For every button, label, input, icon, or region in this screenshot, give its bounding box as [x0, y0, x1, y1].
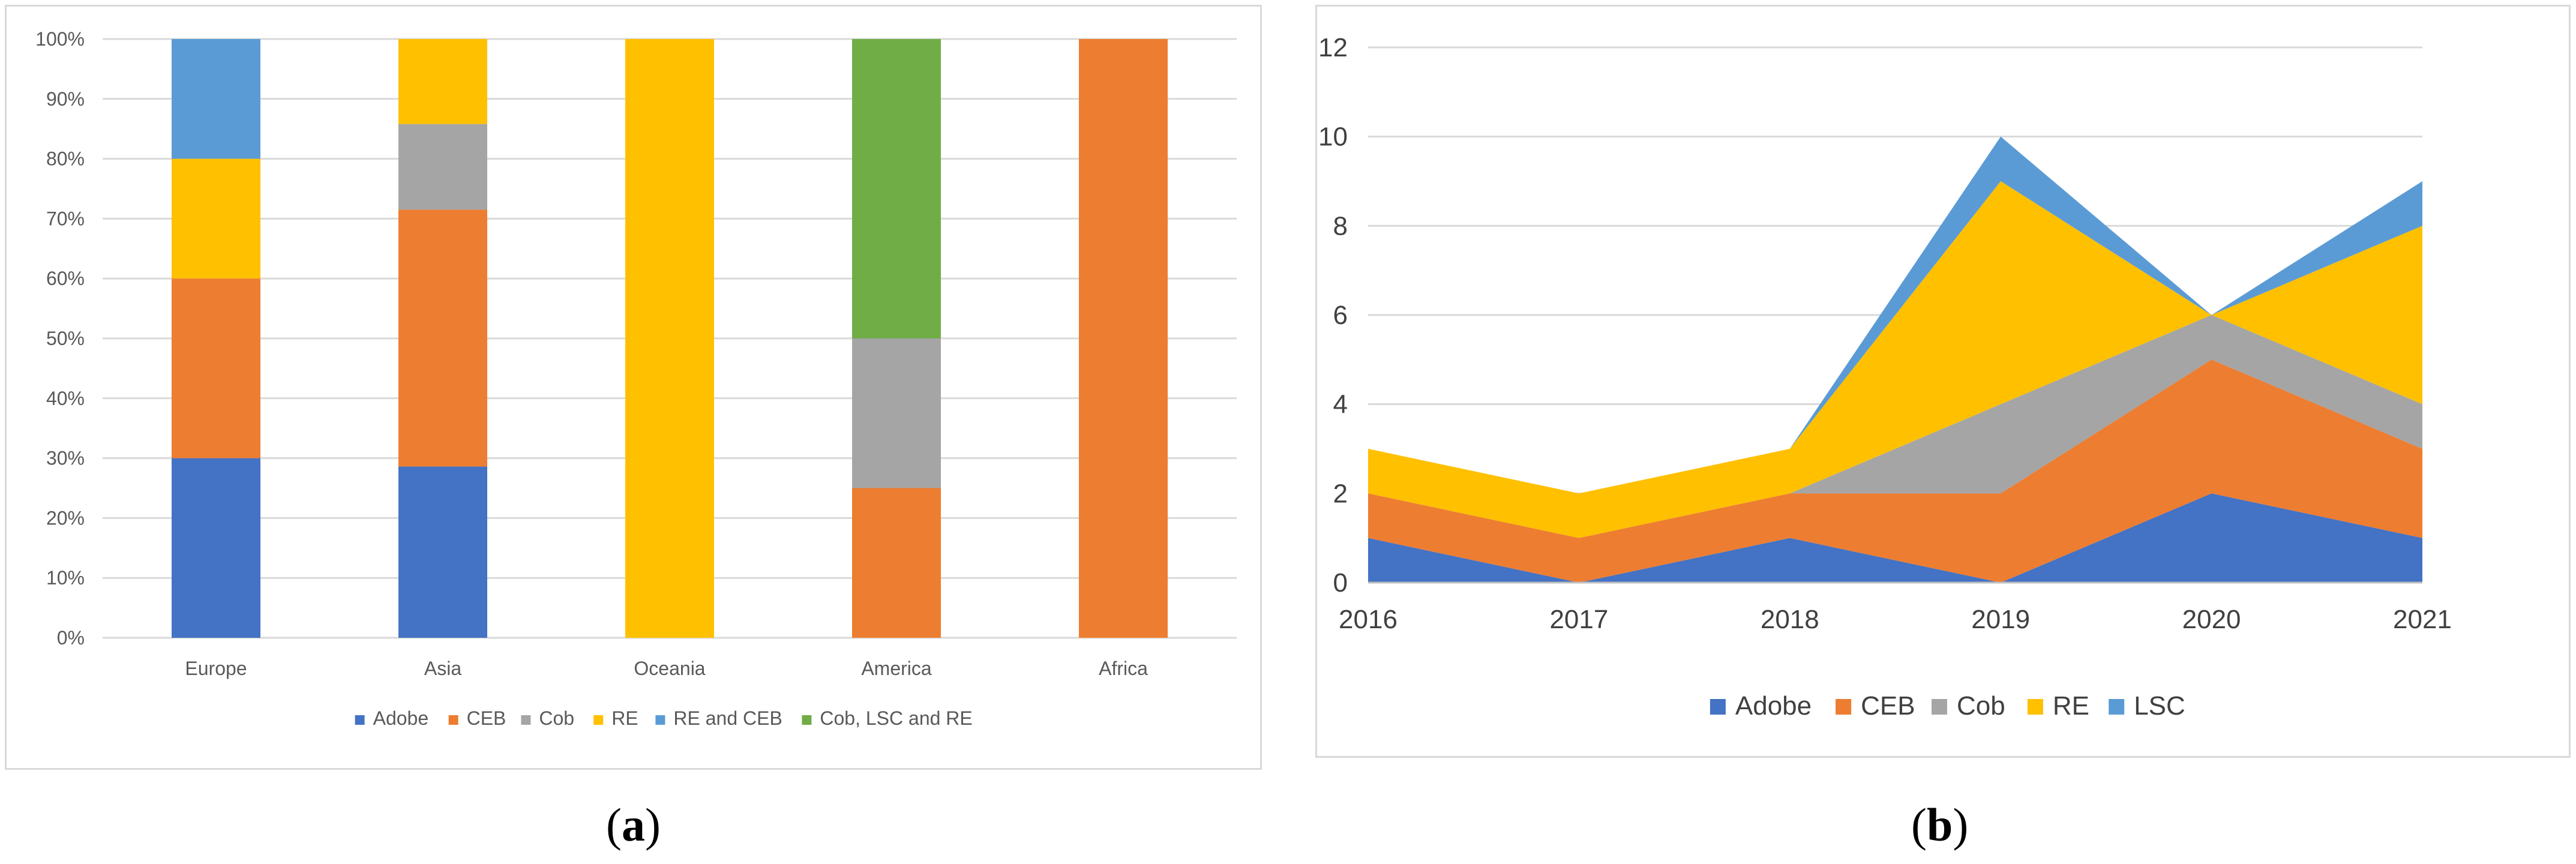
bar-segment-oceania-re [625, 39, 714, 638]
area-cob [1368, 315, 2422, 538]
legend-swatch-cob-lsc-and-re [802, 715, 812, 725]
legend-swatch-re-and-ceb [655, 715, 665, 725]
y-tick-label: 10 [1318, 122, 1348, 152]
caption-b: (b) [1911, 798, 1968, 852]
y-tick-label: 12 [1318, 33, 1348, 62]
x-tick-label: 2018 [1761, 605, 1819, 634]
bar-segment-europe-re [172, 158, 260, 279]
y-tick-label: 8 [1333, 211, 1348, 241]
caption-a-open: ( [606, 799, 622, 851]
legend-label-re: RE [2053, 691, 2089, 721]
legend-label-re-and-ceb: RE and CEB [673, 707, 782, 729]
legend: Adobe CEB Cob RE RE and CEB Cob, LSC and RE [355, 707, 973, 729]
y-tick-label: 2 [1333, 479, 1348, 508]
bar-segment-asia-cob [398, 124, 487, 210]
caption-b-close: ) [1953, 799, 1969, 851]
stacked-area-chart: 0 2 4 6 8 10 12 2016 2017 2018 2019 2020 2021 Adobe CE… [1318, 33, 2452, 721]
x-tick-label: Africa [1099, 658, 1148, 679]
legend-label-ceb: CEB [467, 707, 506, 729]
legend-label-cob: Cob [1957, 691, 2005, 721]
legend-swatch-adobe [1710, 699, 1726, 715]
stacked-percent-bar-chart: 0% 10% 20% 30% 40% 50% 60% 70% 80% 90% 100% Europe A… [35, 28, 1237, 729]
x-tick-label: Europe [185, 658, 247, 679]
area-re [1368, 181, 2422, 538]
legend-label-lsc: LSC [2134, 691, 2185, 721]
y-tick-label: 50% [46, 328, 85, 349]
x-tick-label: 2020 [2182, 605, 2241, 634]
bar-segment-africa-ceb [1079, 39, 1168, 638]
legend-label-re: RE [611, 707, 638, 729]
y-tick-label: 100% [35, 28, 85, 50]
x-tick-label: Oceania [634, 658, 705, 679]
bar-segment-asia-ceb [398, 209, 487, 467]
legend-swatch-adobe [355, 715, 365, 725]
legend-label-cob: Cob [539, 707, 574, 729]
bar-segment-asia-adobe [398, 466, 487, 638]
legend-label-adobe: Adobe [373, 707, 429, 729]
y-tick-label: 6 [1333, 301, 1348, 330]
legend-swatch-ceb [448, 715, 458, 725]
legend-label-cob-lsc-and-re: Cob, LSC and RE [820, 707, 972, 729]
caption-a-close: ) [644, 799, 661, 851]
bar-segment-europe-adobe [172, 458, 260, 638]
legend-swatch-cob [521, 715, 531, 725]
y-tick-label: 4 [1333, 390, 1348, 419]
caption-b-open: ( [1911, 799, 1927, 851]
area-adobe [1368, 493, 2422, 583]
y-tick-label: 90% [46, 88, 85, 110]
bar-segment-america-cob-lsc-and-re [852, 39, 941, 338]
y-tick-label: 20% [46, 507, 85, 529]
y-tick-label: 30% [46, 448, 85, 469]
x-tick-label: 2016 [1339, 605, 1398, 634]
bar-segment-europe-ceb [172, 278, 260, 458]
bar-segment-asia-re [398, 39, 487, 124]
legend-label-ceb: CEB [1861, 691, 1915, 721]
caption-a-letter: a [621, 799, 645, 851]
y-tick-label: 70% [46, 208, 85, 229]
x-tick-label: Asia [424, 658, 461, 679]
y-tick-label: 0% [57, 627, 85, 649]
y-tick-label: 80% [46, 148, 85, 170]
caption-b-letter: b [1926, 799, 1953, 851]
y-tick-label: 10% [46, 567, 85, 589]
y-tick-label: 0 [1333, 568, 1348, 598]
legend-swatch-cob [1932, 699, 1947, 715]
caption-a: (a) [606, 798, 661, 852]
legend-swatch-re [2027, 699, 2043, 715]
x-tick-label: 2019 [1971, 605, 2030, 634]
legend-swatch-re [593, 715, 604, 725]
bar-segment-europe-re-and-ceb [172, 39, 260, 159]
x-tick-label: 2017 [1549, 605, 1608, 634]
chart-panel-b: 0 2 4 6 8 10 12 2016 2017 2018 2019 2020 2021 Adobe CE… [1315, 5, 2571, 758]
area-ceb [1368, 359, 2422, 583]
legend-label-adobe: Adobe [1735, 691, 1812, 721]
bar-segment-america-ceb [852, 488, 941, 638]
x-tick-label: America [861, 658, 932, 679]
chart-panel-a: 0% 10% 20% 30% 40% 50% 60% 70% 80% 90% 100% Europe A… [5, 5, 1262, 770]
legend: Adobe CEB Cob RE LSC [1710, 691, 2185, 721]
x-tick-label: 2021 [2393, 605, 2452, 634]
legend-swatch-ceb [1836, 699, 1852, 715]
bar-segment-america-cob [852, 338, 941, 488]
y-tick-label: 40% [46, 388, 85, 409]
legend-swatch-lsc [2109, 699, 2125, 715]
y-tick-label: 60% [46, 268, 85, 289]
